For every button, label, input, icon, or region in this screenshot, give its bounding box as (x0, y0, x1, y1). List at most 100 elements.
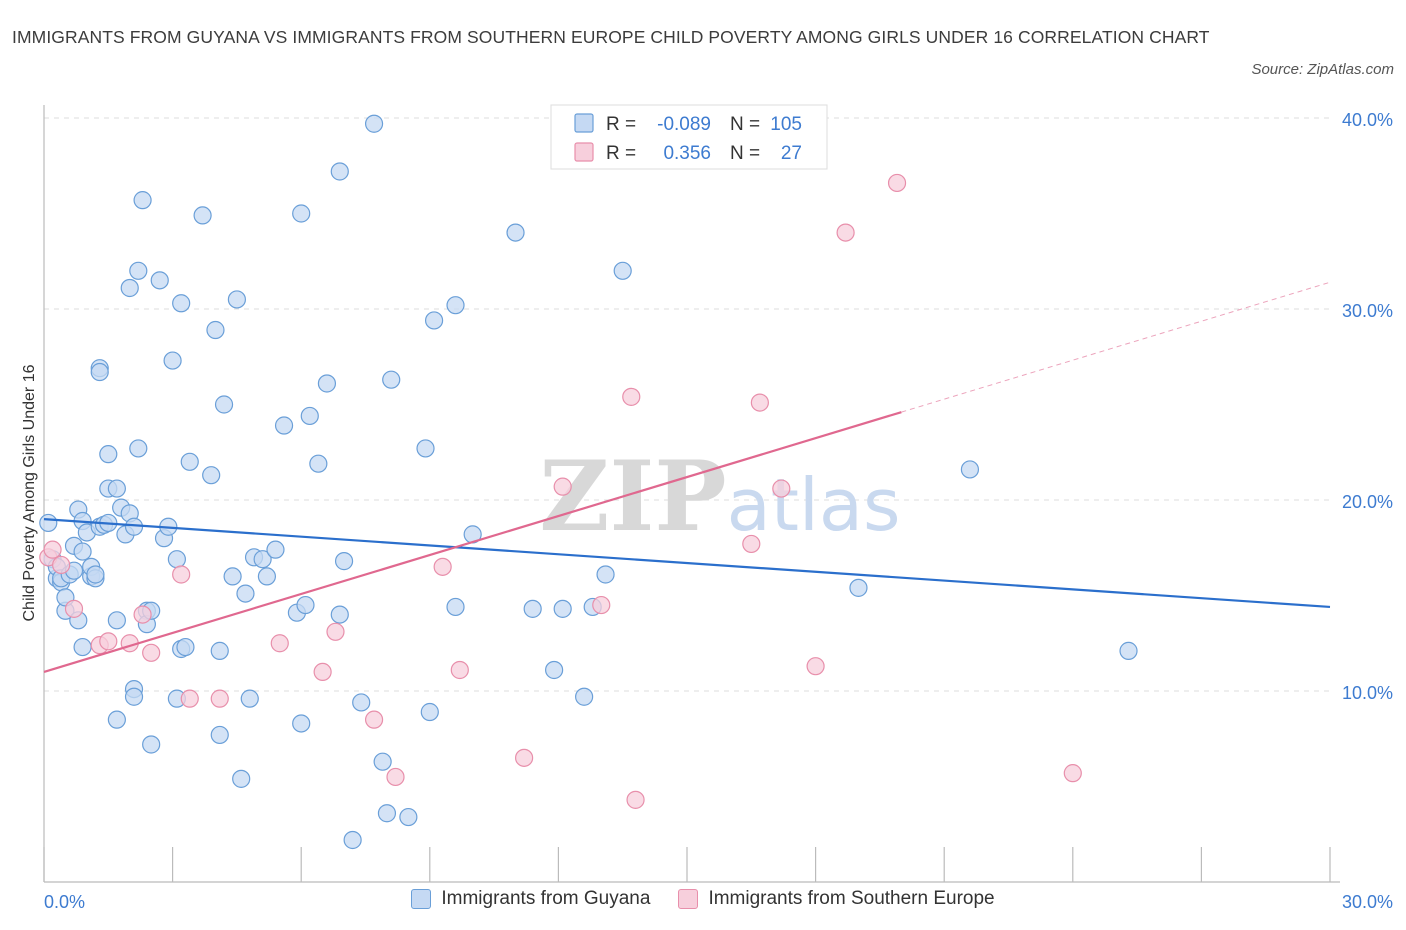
data-point (39, 513, 58, 533)
data-point (266, 540, 285, 559)
data-point (330, 162, 349, 181)
x-tick-label: 30.0% (1342, 892, 1393, 912)
data-point (240, 689, 259, 708)
data-point (326, 622, 345, 641)
data-point (129, 261, 148, 280)
legend-r-label: R = (606, 114, 636, 135)
data-point (330, 605, 349, 624)
data-point (553, 477, 572, 496)
data-point (210, 641, 229, 660)
data-point (172, 294, 191, 313)
data-point (377, 804, 397, 823)
data-point (309, 454, 328, 473)
watermark: ZIPatlas (539, 440, 900, 553)
data-point (86, 565, 105, 584)
data-point (90, 362, 109, 382)
legend-r-label: R = (606, 143, 636, 164)
data-point (52, 555, 71, 575)
legend-n-label: N = (730, 114, 760, 135)
data-point (232, 769, 251, 788)
data-point (364, 710, 384, 729)
data-point (227, 290, 246, 309)
data-point (270, 634, 289, 653)
data-point (416, 439, 435, 458)
data-point (352, 693, 371, 712)
data-point (772, 479, 791, 498)
legend-n-value: 27 (781, 143, 802, 164)
data-point (43, 540, 62, 559)
series-southern-europe-points (39, 173, 1082, 809)
data-point (292, 714, 311, 733)
data-point (172, 565, 191, 584)
data-point (446, 597, 465, 617)
trend-line-0 (43, 518, 1331, 609)
legend-label-guyana: Immigrants from Guyana (441, 888, 651, 909)
data-point (450, 660, 469, 680)
data-point (167, 550, 186, 569)
legend-item-southern-europe: Immigrants from Southern Europe (678, 888, 995, 910)
data-point (613, 261, 632, 280)
y-tick-label: 20.0% (1342, 492, 1393, 512)
data-point (343, 830, 362, 850)
data-point (849, 578, 868, 597)
data-point (142, 643, 161, 662)
y-tick-label: 30.0% (1342, 301, 1393, 321)
data-point (176, 637, 195, 657)
legend-frame (550, 104, 828, 170)
data-point (313, 662, 332, 682)
legend-item-guyana: Immigrants from Guyana (411, 888, 650, 910)
data-point (626, 790, 645, 809)
data-point (257, 567, 277, 586)
data-point (887, 173, 907, 193)
data-point (592, 595, 611, 615)
data-point (64, 599, 84, 618)
data-point (386, 767, 405, 787)
data-point (210, 689, 229, 708)
trend-line-1 (43, 411, 902, 673)
data-point (553, 599, 572, 618)
data-point (420, 702, 439, 722)
data-point (750, 393, 769, 412)
data-point (296, 595, 315, 615)
data-point (960, 460, 980, 479)
data-point (334, 552, 354, 571)
grid-lines (44, 117, 1330, 692)
legend-r-value: 0.356 (663, 143, 711, 164)
trend-line-extension-1 (901, 281, 1331, 413)
legend-swatch-southern-europe (678, 889, 699, 909)
data-point (424, 311, 444, 330)
data-point (193, 206, 212, 225)
data-point (202, 466, 221, 485)
data-point (99, 445, 118, 464)
legend-label-southern-europe: Immigrants from Southern Europe (708, 888, 995, 909)
data-point (180, 452, 199, 471)
data-point (142, 735, 161, 754)
data-point (120, 278, 139, 298)
x-tick-label: 0.0% (44, 892, 85, 912)
axes (43, 105, 1340, 883)
data-point (1119, 641, 1138, 660)
legend-swatch-0 (574, 113, 594, 133)
legend-box: R = -0.089 N = 105 R = 0.356 N = 27 (550, 104, 828, 170)
data-point (515, 748, 534, 767)
data-point (317, 374, 337, 393)
data-point (399, 807, 418, 827)
data-point (364, 114, 384, 133)
data-point (73, 542, 92, 561)
data-point (433, 557, 452, 576)
data-point (575, 687, 594, 706)
data-point (206, 320, 225, 340)
data-point (253, 550, 272, 569)
data-point (806, 657, 825, 676)
source-label: Source: ZipAtlas.com (1251, 61, 1394, 78)
y-axis-label: Child Poverty Among Girls Under 16 (21, 364, 38, 621)
data-point (214, 395, 234, 414)
data-point (133, 191, 152, 210)
data-point (133, 605, 152, 624)
chart-title: IMMIGRANTS FROM GUYANA VS IMMIGRANTS FRO… (12, 27, 1210, 47)
data-point (836, 223, 855, 242)
data-point (300, 406, 319, 426)
y-tick-label: 10.0% (1342, 683, 1393, 703)
legend-r-value: -0.089 (657, 114, 711, 135)
